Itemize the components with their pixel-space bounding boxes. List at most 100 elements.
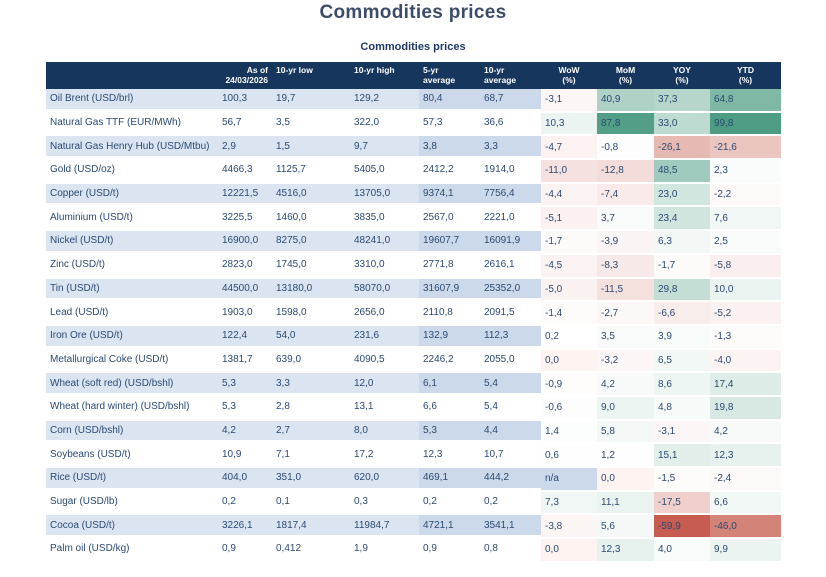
pct-heat-cell: 19,8 <box>710 396 781 421</box>
pct-heat-cell: 6,3 <box>654 231 710 255</box>
value-cell: 1598,0 <box>272 302 350 326</box>
pct-heat-cell: 33,0 <box>654 112 710 137</box>
commodity-name-cell: Rice (USD/t) <box>46 468 218 492</box>
value-cell: 12,3 <box>419 444 480 468</box>
pct-heat-cell: -4,4 <box>541 183 597 208</box>
pct-heat-cell: -3,1 <box>541 89 597 113</box>
value-cell: 0,2 <box>480 491 541 516</box>
pct-heat-cell: 17,4 <box>710 373 781 397</box>
table-row: Gold (USD/oz) 4466,3 1125,7 5405,0 2412,2 191… <box>46 160 781 184</box>
pct-heat-cell: -2,2 <box>710 183 781 208</box>
value-cell: 122,4 <box>218 325 272 350</box>
value-cell: 2,9 <box>218 136 272 161</box>
pct-heat-cell: -3,2 <box>597 349 654 374</box>
column-header: 10-yr low <box>272 62 350 89</box>
pct-heat-cell: 15,1 <box>654 444 710 468</box>
pct-heat-cell: -4,5 <box>541 254 597 279</box>
pct-heat-cell: -11,0 <box>541 160 597 184</box>
table-row: Metallurgical Coke (USD/t) 1381,7 639,0 409… <box>46 349 781 374</box>
value-cell: 4,2 <box>218 420 272 445</box>
pct-heat-cell: 23,0 <box>654 183 710 208</box>
value-cell: 5405,0 <box>350 160 419 184</box>
value-cell: 1460,0 <box>272 207 350 232</box>
value-cell: 132,9 <box>419 325 480 350</box>
value-cell: 2055,0 <box>480 349 541 374</box>
value-cell: 0,2 <box>419 491 480 516</box>
column-header-commodity <box>46 62 218 89</box>
pct-heat-cell: 6,5 <box>654 349 710 374</box>
commodity-name-cell: Sugar (USD/lb) <box>46 491 218 516</box>
value-cell: 231,6 <box>350 325 419 350</box>
value-cell: 0,9 <box>419 539 480 563</box>
pct-heat-cell: -21,6 <box>710 136 781 161</box>
value-cell: 620,0 <box>350 468 419 492</box>
pct-heat-cell: 37,3 <box>654 89 710 113</box>
commodity-name-cell: Aluminium (USD/t) <box>46 207 218 232</box>
value-cell: 6,6 <box>419 396 480 421</box>
value-cell: 10,9 <box>218 444 272 468</box>
pct-heat-cell: -12,8 <box>597 160 654 184</box>
value-cell: 56,7 <box>218 112 272 137</box>
pct-heat-cell: 10,3 <box>541 112 597 137</box>
table-row: Zinc (USD/t) 2823,0 1745,0 3310,0 2771,8 2616… <box>46 254 781 279</box>
pct-heat-cell: 2,3 <box>710 160 781 184</box>
pct-heat-cell: 3,5 <box>597 325 654 350</box>
value-cell: 4516,0 <box>272 183 350 208</box>
value-cell: 3,3 <box>480 136 541 161</box>
value-cell: 3835,0 <box>350 207 419 232</box>
pct-heat-cell: -3,9 <box>597 231 654 255</box>
table-row: Wheat (soft red) (USD/bshl) 5,3 3,3 12,0 6,1… <box>46 373 781 397</box>
pct-heat-cell: 87,8 <box>597 112 654 137</box>
value-cell: 7,1 <box>272 444 350 468</box>
value-cell: 4466,3 <box>218 160 272 184</box>
table-row: Sugar (USD/lb) 0,2 0,1 0,3 0,2 0,2 7,3 11,1 -17,… <box>46 491 781 516</box>
pct-heat-cell: -8,3 <box>597 254 654 279</box>
pct-heat-cell: 48,5 <box>654 160 710 184</box>
value-cell: 19,7 <box>272 89 350 113</box>
pct-heat-cell: -0,9 <box>541 373 597 397</box>
table-row: Nickel (USD/t) 16900,0 8275,0 48241,0 19607,… <box>46 231 781 255</box>
value-cell: 44500,0 <box>218 278 272 303</box>
pct-heat-cell: -0,8 <box>597 136 654 161</box>
value-cell: 112,3 <box>480 325 541 350</box>
pct-heat-cell: 4,2 <box>597 373 654 397</box>
pct-heat-cell: -1,3 <box>710 325 781 350</box>
pct-heat-cell: -5,8 <box>710 254 781 279</box>
column-header: 10-yr high <box>350 62 419 89</box>
commodity-name-cell: Soybeans (USD/t) <box>46 444 218 468</box>
value-cell: 6,1 <box>419 373 480 397</box>
value-cell: 2,8 <box>272 396 350 421</box>
column-header: MoM (%) <box>597 62 654 89</box>
value-cell: 1,9 <box>350 539 419 563</box>
value-cell: 3541,1 <box>480 515 541 540</box>
commodity-name-cell: Wheat (hard winter) (USD/bshl) <box>46 396 218 421</box>
pct-heat-cell: 0,0 <box>541 539 597 563</box>
value-cell: 5,3 <box>218 396 272 421</box>
value-cell: 1903,0 <box>218 302 272 326</box>
pct-heat-cell: -0,6 <box>541 396 597 421</box>
table-row: Cocoa (USD/t) 3226,1 1817,4 11984,7 4721,1 35… <box>46 515 781 540</box>
table-row: Wheat (hard winter) (USD/bshl) 5,3 2,8 13,1… <box>46 396 781 421</box>
value-cell: 13180,0 <box>272 278 350 303</box>
commodity-name-cell: Metallurgical Coke (USD/t) <box>46 349 218 374</box>
value-cell: 2616,1 <box>480 254 541 279</box>
commodity-name-cell: Natural Gas Henry Hub (USD/Mtbu) <box>46 136 218 161</box>
pct-heat-cell: 0,0 <box>597 468 654 492</box>
value-cell: 16091,9 <box>480 231 541 255</box>
value-cell: 12,0 <box>350 373 419 397</box>
table-row: Aluminium (USD/t) 3225,5 1460,0 3835,0 2567,… <box>46 207 781 232</box>
pct-heat-cell: -1,7 <box>654 254 710 279</box>
table-row: Tin (USD/t) 44500,0 13180,0 58070,0 31607,9 2… <box>46 278 781 303</box>
table-row: Oil Brent (USD/brl) 100,3 19,7 129,2 80,4 68,… <box>46 89 781 113</box>
value-cell: 1125,7 <box>272 160 350 184</box>
commodities-table: As of 24/03/2026 10-yr low 10-yr high 5-yr av… <box>46 62 781 563</box>
value-cell: 5,4 <box>480 373 541 397</box>
value-cell: 3,5 <box>272 112 350 137</box>
pct-heat-cell: 4,8 <box>654 396 710 421</box>
table-row: Natural Gas TTF (EUR/MWh) 56,7 3,5 322,0 57,… <box>46 112 781 137</box>
value-cell: 404,0 <box>218 468 272 492</box>
pct-heat-cell: 9,0 <box>597 396 654 421</box>
column-header: 5-yr average <box>419 62 480 89</box>
value-cell: 1381,7 <box>218 349 272 374</box>
commodity-name-cell: Palm oil (USD/kg) <box>46 539 218 563</box>
